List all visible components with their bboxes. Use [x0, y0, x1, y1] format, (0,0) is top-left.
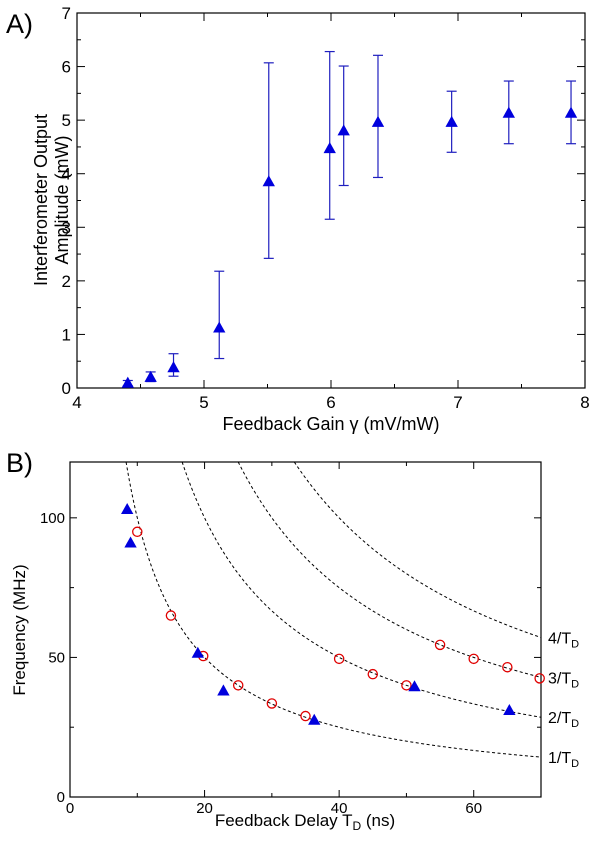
- panel-a-xlabel-main: Feedback Gain: [222, 414, 349, 434]
- panel-b-ticks: 0 20 40 60 0 50 100: [40, 462, 541, 817]
- panel-b-xlabel: Feedback Delay TD (ns): [215, 811, 395, 833]
- curve-label: 1/TD: [548, 750, 579, 770]
- triangle-point: [213, 321, 226, 333]
- panel-a: A) 4 5 6 7 8 0 1 2 3 4 5 6 7 Interferometer Output A…: [6, 4, 590, 434]
- circle-point: [534, 673, 545, 684]
- triangle-point: [167, 361, 180, 373]
- gamma-symbol: γ: [350, 414, 359, 434]
- panel-b-xtick-label: 60: [465, 800, 482, 817]
- circle-point: [434, 639, 446, 651]
- panel-b-xlabel-unit: (ns): [361, 811, 395, 830]
- panel-b-ytick-label: 50: [48, 649, 65, 666]
- circle-point: [266, 698, 278, 709]
- curve-label-sub: D: [571, 718, 579, 730]
- triangle-point: [503, 703, 516, 716]
- panel-b-curve-labels: 1/TD2/TD3/TD4/TD: [548, 630, 579, 770]
- panel-a-xtick-label: 6: [326, 393, 335, 412]
- panel-a-ytick-label: 4: [62, 165, 71, 184]
- triangle-point: [445, 115, 458, 127]
- triangle-point: [121, 502, 134, 515]
- triangle-point: [262, 175, 275, 187]
- circle-point: [300, 710, 311, 722]
- circle-point: [165, 610, 177, 621]
- panel-a-ylabel-line1: Interferometer Output: [31, 114, 51, 286]
- curve-label-main: 4/T: [548, 630, 571, 647]
- circle-point: [401, 680, 412, 691]
- panel-a-axes-frame: [76, 12, 586, 389]
- triangle-point: [308, 713, 321, 725]
- panel-b-data: [121, 502, 545, 725]
- panel-b-xtick-label: 0: [66, 800, 74, 817]
- curve-label-sub: D: [571, 638, 579, 650]
- panel-a-xlabel-unit: (mV/mW): [359, 414, 440, 434]
- panel-a-xlabel: Feedback Gain γ (mV/mW): [222, 414, 439, 434]
- panel-a-label: A): [6, 9, 33, 39]
- panel-a-data: [121, 50, 578, 388]
- circle-point: [333, 653, 345, 665]
- panel-b-label: B): [6, 448, 33, 478]
- triangle-point: [337, 124, 350, 136]
- triangle-point: [323, 142, 336, 154]
- triangle-point: [408, 680, 421, 692]
- triangle-point: [217, 684, 230, 696]
- circle-point: [232, 680, 244, 691]
- panel-a-ytick-label: 5: [62, 111, 71, 130]
- curve-label: 3/TD: [548, 670, 579, 690]
- panel-b-xlabel-sub: D: [352, 819, 361, 833]
- panel-a-ytick-label: 1: [62, 325, 71, 344]
- panel-a-xtick-label: 8: [580, 393, 589, 412]
- panel-b-xtick-label: 40: [331, 800, 348, 817]
- panel-a-ytick-label: 0: [62, 379, 71, 398]
- curve-label-main: 1/T: [548, 750, 571, 767]
- panel-b-ytick-label: 100: [40, 510, 65, 527]
- panel-b-ylabel: Frequency (MHz): [10, 564, 29, 695]
- panel-a-ytick-label: 6: [62, 58, 71, 77]
- triangle-point: [502, 106, 515, 118]
- panel-a-xtick-label: 7: [453, 393, 462, 412]
- triangle-point: [144, 370, 157, 382]
- panel-a-xtick-label: 4: [72, 393, 81, 412]
- curve-label: 2/TD: [548, 710, 579, 730]
- curve-n-over-td: [125, 462, 541, 758]
- panel-a-ticks: 4 5 6 7 8 0 1 2 3 4 5 6 7: [62, 4, 590, 412]
- panel-a-ylabel-line2: Amplitude (mW): [52, 135, 72, 264]
- panel-b-xtick-label: 20: [196, 800, 213, 817]
- curve-n-over-td: [293, 462, 541, 638]
- curve-n-over-td: [237, 462, 541, 678]
- panel-a-ytick-label: 3: [62, 218, 71, 237]
- panel-b-axes-frame: [69, 461, 542, 798]
- panel-b-xlabel-main: Feedback Delay T: [215, 811, 353, 830]
- circle-point: [367, 668, 379, 680]
- triangle-point: [371, 115, 385, 127]
- panel-b-curves: [125, 462, 541, 758]
- triangle-point: [564, 106, 578, 118]
- panel-a-ytick-label: 2: [62, 272, 71, 291]
- curve-label: 4/TD: [548, 630, 579, 650]
- triangle-point: [121, 376, 134, 388]
- triangle-point: [191, 646, 205, 658]
- curve-label-sub: D: [571, 678, 579, 690]
- curve-label-sub: D: [571, 758, 579, 770]
- curve-n-over-td: [181, 462, 541, 718]
- circle-point: [132, 526, 143, 538]
- panel-b-ytick-label: 0: [57, 789, 65, 806]
- curve-label-main: 3/T: [548, 670, 571, 687]
- circle-point: [468, 653, 479, 665]
- panel-a-xtick-label: 5: [199, 393, 208, 412]
- triangle-point: [124, 536, 137, 548]
- circle-point: [502, 661, 513, 673]
- panel-a-ytick-label: 7: [62, 4, 71, 23]
- curve-label-main: 2/T: [548, 710, 571, 727]
